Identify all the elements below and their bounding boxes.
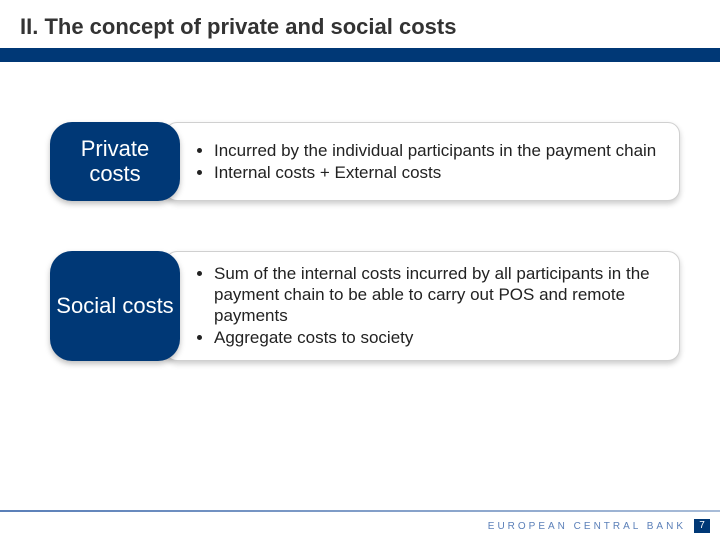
bullet-item: Incurred by the individual participants …: [214, 140, 659, 161]
bullet-item: Sum of the internal costs incurred by al…: [214, 263, 659, 327]
block-private-costs: Private costs Incurred by the individual…: [50, 122, 680, 201]
bullet-item: Aggregate costs to society: [214, 327, 659, 348]
block-social-costs: Social costs Sum of the internal costs i…: [50, 251, 680, 361]
desc-private-costs: Incurred by the individual participants …: [165, 122, 680, 201]
footer-brand: EUROPEAN CENTRAL BANK: [488, 521, 686, 532]
pill-private-costs: Private costs: [50, 122, 180, 201]
bullet-list: Sum of the internal costs incurred by al…: [196, 262, 659, 350]
pill-social-costs: Social costs: [50, 251, 180, 361]
bullet-list: Incurred by the individual participants …: [196, 139, 659, 185]
slide-title: II. The concept of private and social co…: [0, 0, 720, 46]
bullet-item: Internal costs + External costs: [214, 162, 659, 183]
desc-social-costs: Sum of the internal costs incurred by al…: [165, 251, 680, 361]
content-area: Private costs Incurred by the individual…: [0, 62, 720, 361]
slide: II. The concept of private and social co…: [0, 0, 720, 540]
page-number: 7: [694, 519, 710, 533]
pill-label: Private costs: [56, 136, 174, 187]
footer-divider: [0, 510, 720, 512]
pill-label: Social costs: [56, 293, 173, 318]
title-underline: [0, 48, 720, 62]
